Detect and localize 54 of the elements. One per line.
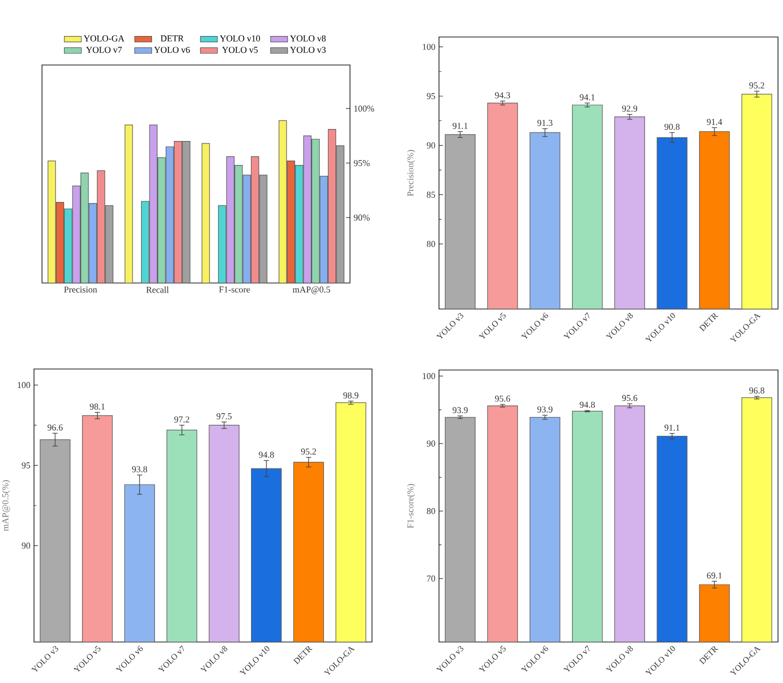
- data-label: 95.2: [301, 448, 316, 455]
- data-label: 96.8: [749, 388, 764, 394]
- x-tick-label: F1-score: [219, 286, 250, 293]
- data-label: 98.9: [343, 392, 358, 398]
- data-label: 96.6: [48, 424, 63, 431]
- data-label: 94.8: [580, 402, 595, 408]
- data-label: 92.9: [622, 106, 638, 112]
- y-tick-label: 70: [427, 576, 436, 582]
- data-label: 93.8: [132, 466, 148, 472]
- x-tick-label: mAP@0.5: [292, 286, 330, 294]
- y-tick-label: 100%: [354, 106, 374, 112]
- data-label: 97.2: [174, 416, 190, 423]
- legend-label: DETR: [160, 35, 184, 42]
- data-label: 91.1: [664, 424, 680, 431]
- data-label: 95.6: [495, 396, 510, 402]
- y-tick-label: 95: [426, 93, 436, 100]
- data-label: 97.5: [216, 413, 232, 420]
- legend-label: YOLO v6: [154, 46, 190, 53]
- data-label: 93.9: [537, 406, 552, 413]
- legend-label: YOLO v3: [290, 46, 326, 53]
- legend-label: YOLO v8: [290, 35, 326, 42]
- y-tick-label: 100: [422, 373, 436, 380]
- legend-label: YOLO v10: [220, 35, 260, 42]
- y-tick-label: 90: [426, 440, 436, 447]
- y-tick-label: 95: [22, 462, 30, 468]
- y-axis-title: Precision(%): [407, 150, 416, 196]
- data-label: 91.3: [537, 120, 552, 126]
- y-tick-label: 90: [22, 542, 30, 549]
- data-label: 94.3: [495, 92, 510, 98]
- data-label: 94.8: [258, 452, 274, 458]
- y-tick-label: 95%: [354, 160, 370, 166]
- data-label: 93.9: [452, 407, 468, 414]
- legend-label: YOLO v5: [222, 46, 258, 53]
- y-axis-title: mAP@0.5(%): [2, 480, 10, 531]
- data-label: 69.1: [706, 572, 722, 579]
- data-label: 90.8: [664, 124, 680, 130]
- data-label: 91.4: [706, 118, 722, 125]
- data-label: 95.2: [749, 82, 764, 88]
- legend-label: YOLO v7: [86, 46, 122, 53]
- y-axis-title: F1-score(%): [407, 484, 416, 528]
- data-label: 91.1: [452, 122, 468, 129]
- y-tick-label: 100: [422, 44, 436, 50]
- data-label: 98.1: [90, 404, 105, 410]
- y-tick-label: 90%: [354, 214, 370, 221]
- y-tick-label: 85: [426, 192, 436, 198]
- legend-label: YOLO-GA: [84, 35, 124, 42]
- data-label: 95.6: [622, 394, 638, 402]
- x-tick-label: Precision: [64, 286, 98, 293]
- y-tick-label: 90: [426, 142, 436, 148]
- x-tick-label: Recall: [146, 286, 169, 293]
- y-tick-label: 100: [18, 382, 30, 388]
- y-tick-label: 80: [426, 508, 436, 514]
- y-tick-label: 80: [426, 240, 436, 247]
- data-label: 94.1: [580, 94, 595, 100]
